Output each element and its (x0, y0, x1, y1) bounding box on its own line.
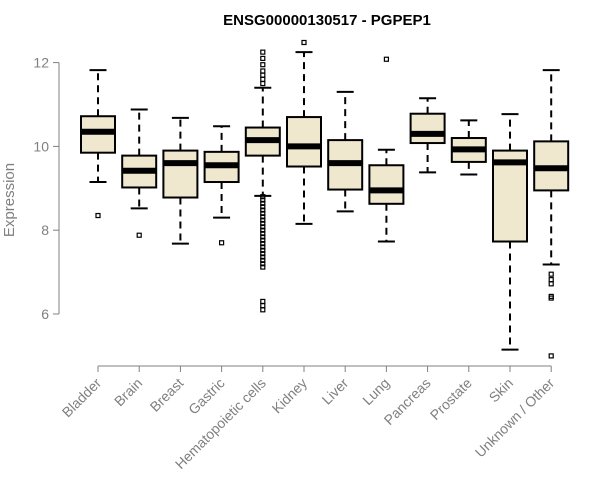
box-group (80, 39, 570, 359)
outlier-point (260, 220, 266, 227)
box-bladder (80, 69, 116, 219)
outlier-point (260, 200, 266, 206)
box-iqr (492, 149, 528, 243)
outlier-point (260, 264, 266, 270)
outlier-point (260, 307, 266, 313)
outlier-point (260, 80, 266, 87)
box-brain (121, 108, 158, 238)
outlier-point (260, 254, 266, 260)
x-tick-label: Skin (486, 375, 517, 406)
outlier-point (548, 353, 554, 359)
y-axis: 6 8 10 12 (33, 55, 60, 322)
outlier-point (260, 49, 266, 55)
outlier-point (136, 232, 142, 238)
outlier-point (260, 247, 266, 253)
outlier-point (260, 244, 266, 250)
y-tick-label: 10 (33, 138, 49, 154)
box-liver (327, 90, 364, 213)
outlier-point (219, 240, 225, 246)
x-tick-label: Prostate (427, 375, 475, 423)
outlier-point (260, 303, 266, 309)
outlier-point (260, 234, 266, 240)
outlier-point (260, 204, 266, 210)
outlier-point (301, 39, 307, 46)
box-iqr (368, 164, 405, 205)
outlier-point (260, 197, 266, 203)
outlier-point (548, 295, 554, 301)
outlier-point (260, 261, 266, 267)
box-breast (162, 116, 199, 245)
box-kidney (286, 39, 322, 225)
outlier-point (383, 56, 389, 62)
box-pancreas (409, 97, 446, 174)
outlier-point (260, 237, 266, 243)
box-skin (492, 113, 528, 351)
y-tick-label: 8 (41, 222, 49, 238)
y-tick-label: 12 (33, 55, 49, 71)
outlier-point (548, 271, 554, 277)
y-axis-label: Expression (1, 163, 18, 237)
outlier-point (260, 217, 266, 223)
box-iqr (162, 149, 199, 199)
y-tick-label: 6 (41, 306, 49, 322)
outlier-point (260, 257, 266, 263)
outlier-point (260, 227, 266, 233)
outlier-point (260, 298, 266, 305)
box-hematopoietic-cells (244, 49, 281, 313)
outlier-point (95, 212, 101, 219)
x-tick-label: Bladder (59, 375, 105, 421)
outlier-point (260, 230, 266, 237)
box-iqr (286, 116, 322, 168)
x-tick-label: Liver (319, 375, 352, 408)
outlier-point (260, 224, 266, 230)
box-lung (368, 56, 405, 243)
x-tick-label: Breast (147, 375, 187, 415)
outlier-point (260, 55, 266, 62)
box-prostate (450, 119, 487, 176)
outlier-point (260, 62, 266, 68)
outlier-point (260, 76, 266, 82)
box-unknown-other (533, 69, 570, 359)
x-tick-label: Brain (111, 375, 145, 409)
outlier-point (548, 281, 554, 287)
outlier-point (260, 207, 266, 213)
outlier-point (260, 214, 266, 220)
outlier-point (260, 72, 266, 78)
outlier-point (260, 194, 266, 200)
x-tick-label: Kidney (269, 375, 311, 417)
outlier-point (260, 241, 266, 247)
x-tick-label: Lung (359, 375, 392, 408)
outlier-point (548, 277, 554, 283)
outlier-point (260, 68, 266, 74)
chart-title: ENSG00000130517 - PGPEP1 (223, 12, 431, 29)
outlier-point (260, 251, 266, 257)
box-gastric (203, 125, 240, 246)
box-iqr (409, 112, 446, 145)
outlier-point (260, 210, 266, 217)
